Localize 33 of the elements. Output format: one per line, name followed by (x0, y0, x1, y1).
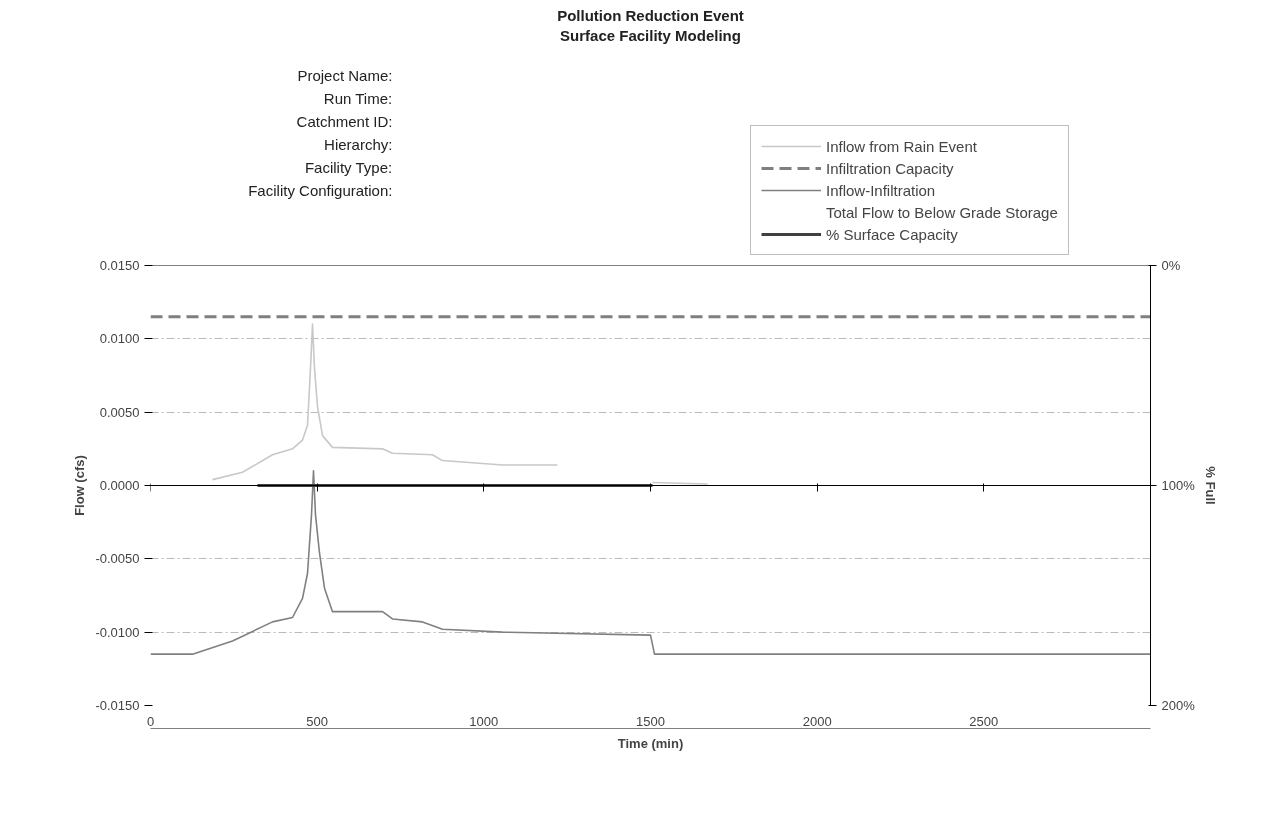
y2-axis-title: % Full (1202, 466, 1218, 505)
line-series (150, 470, 1151, 655)
text: Facility Configuration: (248, 182, 393, 199)
y-tick-label: 0.0050 (99, 404, 140, 420)
x-tick-label: 1000 (469, 713, 499, 729)
y2-tick-label: 0% (1161, 258, 1181, 273)
legend-label: Inflow-Infiltration (826, 181, 936, 199)
text: Run Time: (323, 90, 393, 107)
y-tick-label: 0.0100 (99, 331, 140, 347)
chart-title: Pollution Reduction Event (557, 7, 744, 24)
text: Facility Type: (304, 159, 393, 176)
y-tick-label: 0.0000 (99, 478, 140, 493)
x-tick-label: 1500 (636, 713, 665, 729)
chart-subtitle: Surface Facility Modeling (560, 27, 741, 44)
y-tick-label: 0.0150 (99, 258, 140, 273)
x-tick-label: 2500 (969, 713, 999, 729)
legend-label: Inflow from Rain Event (826, 137, 977, 155)
y-axis-title: Flow (cfs) (72, 455, 88, 516)
legend-label: % Surface Capacity (826, 225, 958, 243)
text: Hierarchy: (324, 136, 393, 153)
x-axis-title: Time (min) (617, 735, 684, 751)
legend-label: Infiltration Capacity (826, 159, 954, 177)
x-tick-label: 2000 (802, 713, 832, 729)
text: Catchment ID: (296, 113, 393, 130)
x-tick-label: 0 (146, 713, 155, 729)
y2-tick-label: 200% (1161, 698, 1196, 713)
y-tick-label: -0.0050 (95, 551, 140, 567)
y-tick-label: -0.0100 (95, 624, 140, 640)
y2-tick-label: 100% (1161, 478, 1196, 493)
y-tick-label: -0.0150 (95, 698, 140, 713)
text: Total Flow to Below Grade Storage (826, 203, 1058, 221)
text: Project Name: (297, 67, 393, 84)
x-tick-label: 500 (306, 713, 329, 729)
